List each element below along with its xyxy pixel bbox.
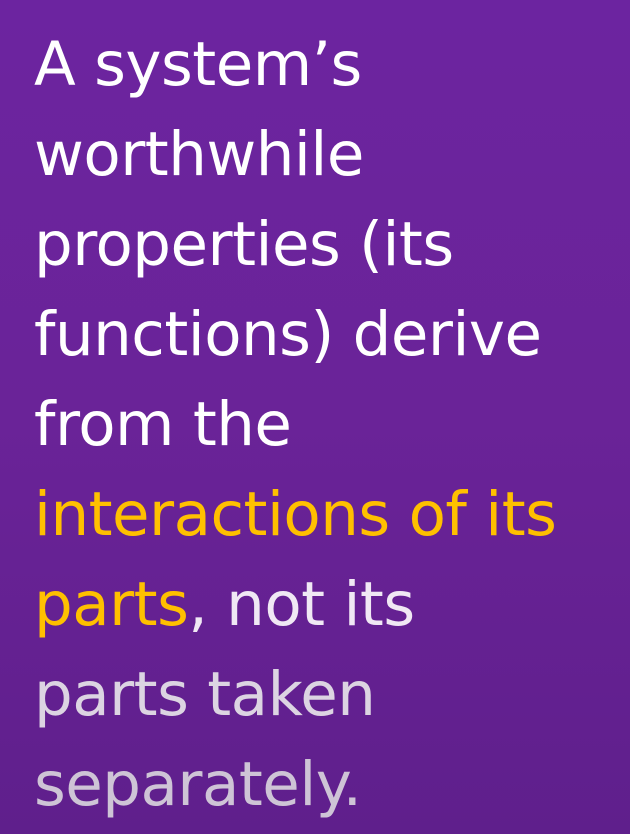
text-line-4: functions) derive	[34, 299, 542, 370]
text-line-3: properties (its	[34, 209, 454, 280]
highlight-word: parts	[34, 569, 189, 640]
text-line-2: worthwhile	[34, 119, 364, 190]
highlight-line: interactions of its	[34, 479, 557, 550]
text-line-8: parts taken	[34, 659, 376, 730]
text-line-9: separately.	[34, 749, 362, 820]
text-line-7: parts, not its	[34, 560, 630, 650]
text-line-5: from the	[34, 389, 292, 460]
text-line-1: A system’s	[34, 29, 362, 100]
text-line-7-rest: , not its	[188, 569, 415, 640]
